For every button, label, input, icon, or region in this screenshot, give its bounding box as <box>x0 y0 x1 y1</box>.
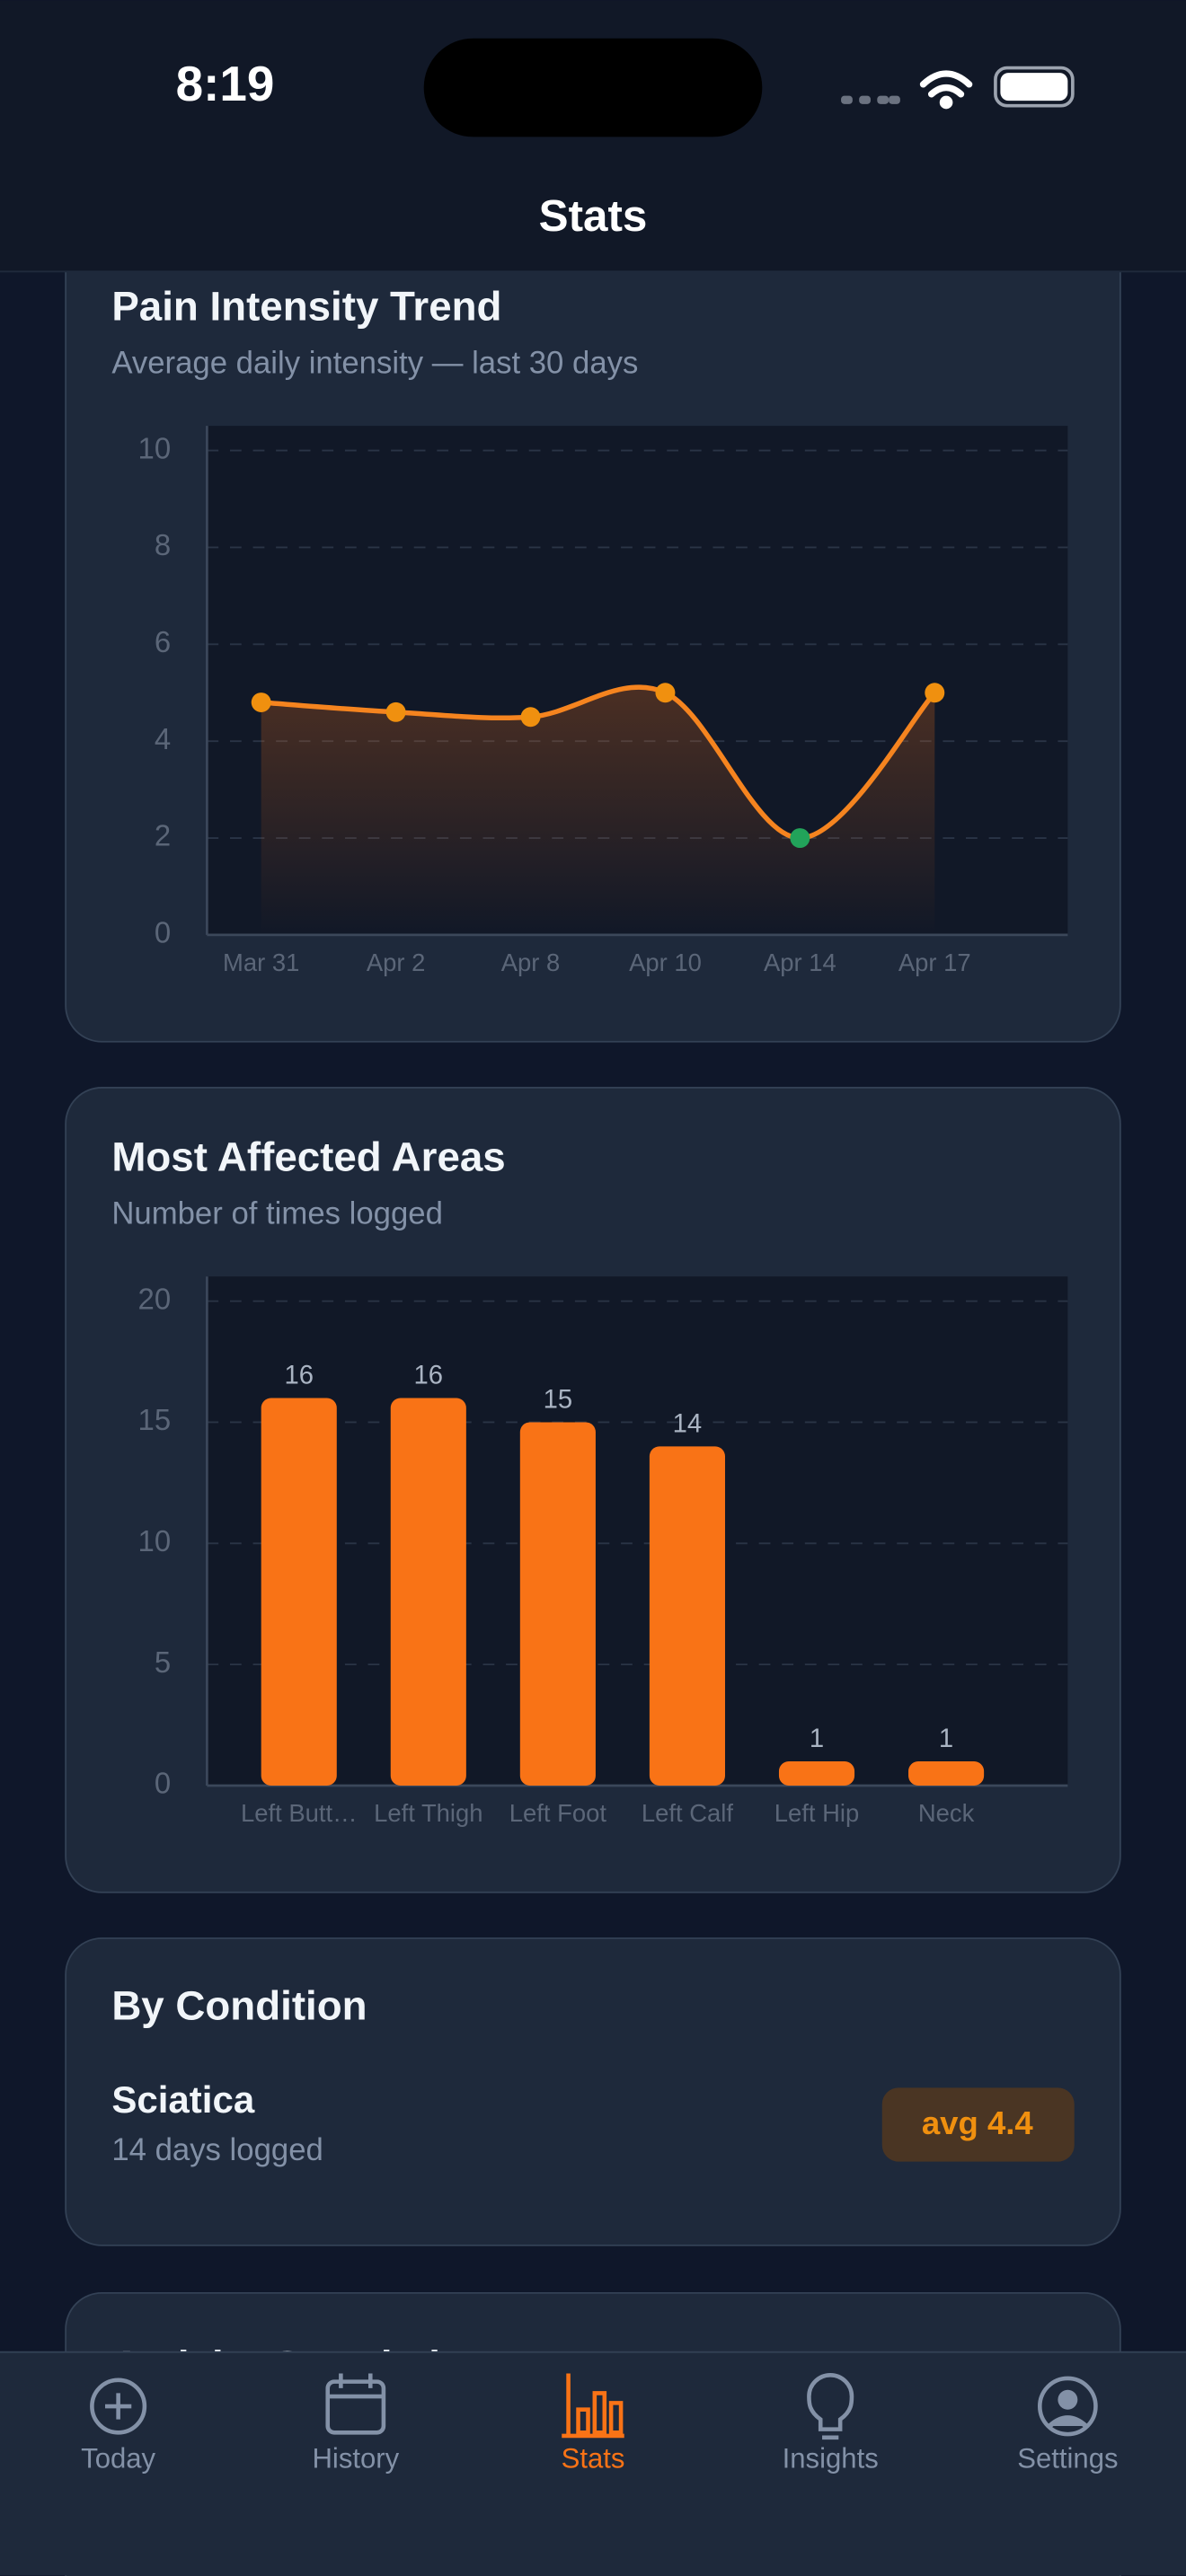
y-tick-label: 10 <box>138 431 172 464</box>
card-title: Most Affected Areas <box>111 1134 505 1179</box>
y-tick-label: 2 <box>155 819 171 852</box>
y-tick-label: 0 <box>155 916 171 949</box>
bar <box>778 1760 855 1786</box>
data-label: 1 <box>939 1725 953 1753</box>
card-title: By Condition <box>111 1983 367 2029</box>
point <box>655 683 676 703</box>
x-tick-label: Mar 31 <box>223 948 299 976</box>
y-tick-label: 6 <box>155 625 171 658</box>
tab-icon <box>327 2373 384 2399</box>
condition-name: Sciatica <box>111 2078 255 2121</box>
tab-icon <box>562 2373 624 2439</box>
x-tick-label: Apr 17 <box>898 948 971 976</box>
y-tick-label: 5 <box>155 1645 171 1679</box>
tab-icon <box>90 2378 147 2435</box>
data-label: 1 <box>810 1725 824 1753</box>
x-tick-label: Apr 2 <box>367 948 426 976</box>
x-tick-label: Left Thigh <box>374 1799 482 1827</box>
condition-detail: 14 days logged <box>111 2133 323 2167</box>
tab-icon <box>1038 2376 1098 2437</box>
x-tick-label: Left Calf <box>642 1799 733 1827</box>
tab-icon <box>1048 2415 1088 2429</box>
tab-label: Stats <box>562 2443 625 2475</box>
tab[interactable]: Today <box>81 2378 156 2475</box>
point <box>520 707 541 728</box>
tabs: Today History Stats Insights Settings <box>81 2373 1119 2475</box>
data-label: 16 <box>414 1361 444 1389</box>
tab-label: Settings <box>1017 2443 1118 2475</box>
tab-label: History <box>312 2443 399 2475</box>
tab-icon <box>325 2379 386 2435</box>
y-tick-label: 10 <box>138 1524 172 1557</box>
badge-text: avg 4.4 <box>922 2104 1034 2141</box>
card <box>65 1937 1121 2246</box>
y-tick-label: 8 <box>155 528 171 561</box>
x-tick-label: Left Hip <box>774 1799 859 1827</box>
y-tick-label: 0 <box>155 1767 171 1800</box>
tab[interactable]: Insights <box>783 2373 879 2475</box>
point <box>790 828 810 849</box>
tab-icon <box>1058 2389 1078 2410</box>
tab-icon <box>105 2393 132 2420</box>
y-tick-label: 15 <box>138 1403 172 1436</box>
tab[interactable]: History <box>312 2373 400 2475</box>
x-tick-label: Left Butt… <box>241 1799 357 1827</box>
x-tick-label: Apr 10 <box>629 948 702 976</box>
tab-label: Insights <box>783 2443 879 2475</box>
wifi-icon <box>919 70 973 110</box>
data-label: 14 <box>673 1409 703 1438</box>
x-tick-label: Neck <box>918 1799 975 1827</box>
point <box>251 693 271 713</box>
bar <box>390 1398 466 1786</box>
y-tick-label: 20 <box>138 1282 172 1315</box>
chart: 0 2 4 6 8 10 Mar 31 Apr 2 Apr 8 Apr 10 Apr 14 Apr 1… <box>138 426 1068 976</box>
status-time: 8:19 <box>176 56 275 111</box>
tab-bar <box>0 2351 1186 2576</box>
badge <box>881 2087 1075 2162</box>
data-label: 15 <box>544 1385 573 1414</box>
tab-icon <box>807 2373 854 2440</box>
battery-level <box>1000 73 1068 101</box>
y-tick-label: 4 <box>155 722 171 755</box>
tab[interactable]: Settings <box>1017 2376 1119 2475</box>
tab-label: Today <box>81 2443 155 2475</box>
x-tick-label: Apr 14 <box>764 948 836 976</box>
card-subtitle: Number of times logged <box>111 1197 443 1231</box>
battery <box>994 66 1075 108</box>
point <box>925 683 945 703</box>
point <box>385 701 406 722</box>
plot-area <box>207 1276 1068 1786</box>
signal-icon <box>841 95 900 104</box>
chart: 0 5 10 15 20 Left Butt… Left Thigh Left Foot Lef… <box>138 1276 1068 1827</box>
bar <box>649 1446 725 1786</box>
x-tick-label: Apr 8 <box>501 948 561 976</box>
tab[interactable]: Stats <box>562 2373 625 2475</box>
bar <box>519 1422 596 1786</box>
card-subtitle: Average daily intensity — last 30 days <box>111 347 638 381</box>
screen-title: Stats <box>539 191 648 241</box>
dynamic-island <box>423 38 763 137</box>
bar <box>908 1760 985 1786</box>
card-title: Pain Intensity Trend <box>111 283 501 329</box>
x-tick-label: Left Foot <box>509 1799 607 1827</box>
area <box>261 687 935 935</box>
data-label: 16 <box>284 1361 314 1389</box>
bar <box>261 1398 337 1786</box>
